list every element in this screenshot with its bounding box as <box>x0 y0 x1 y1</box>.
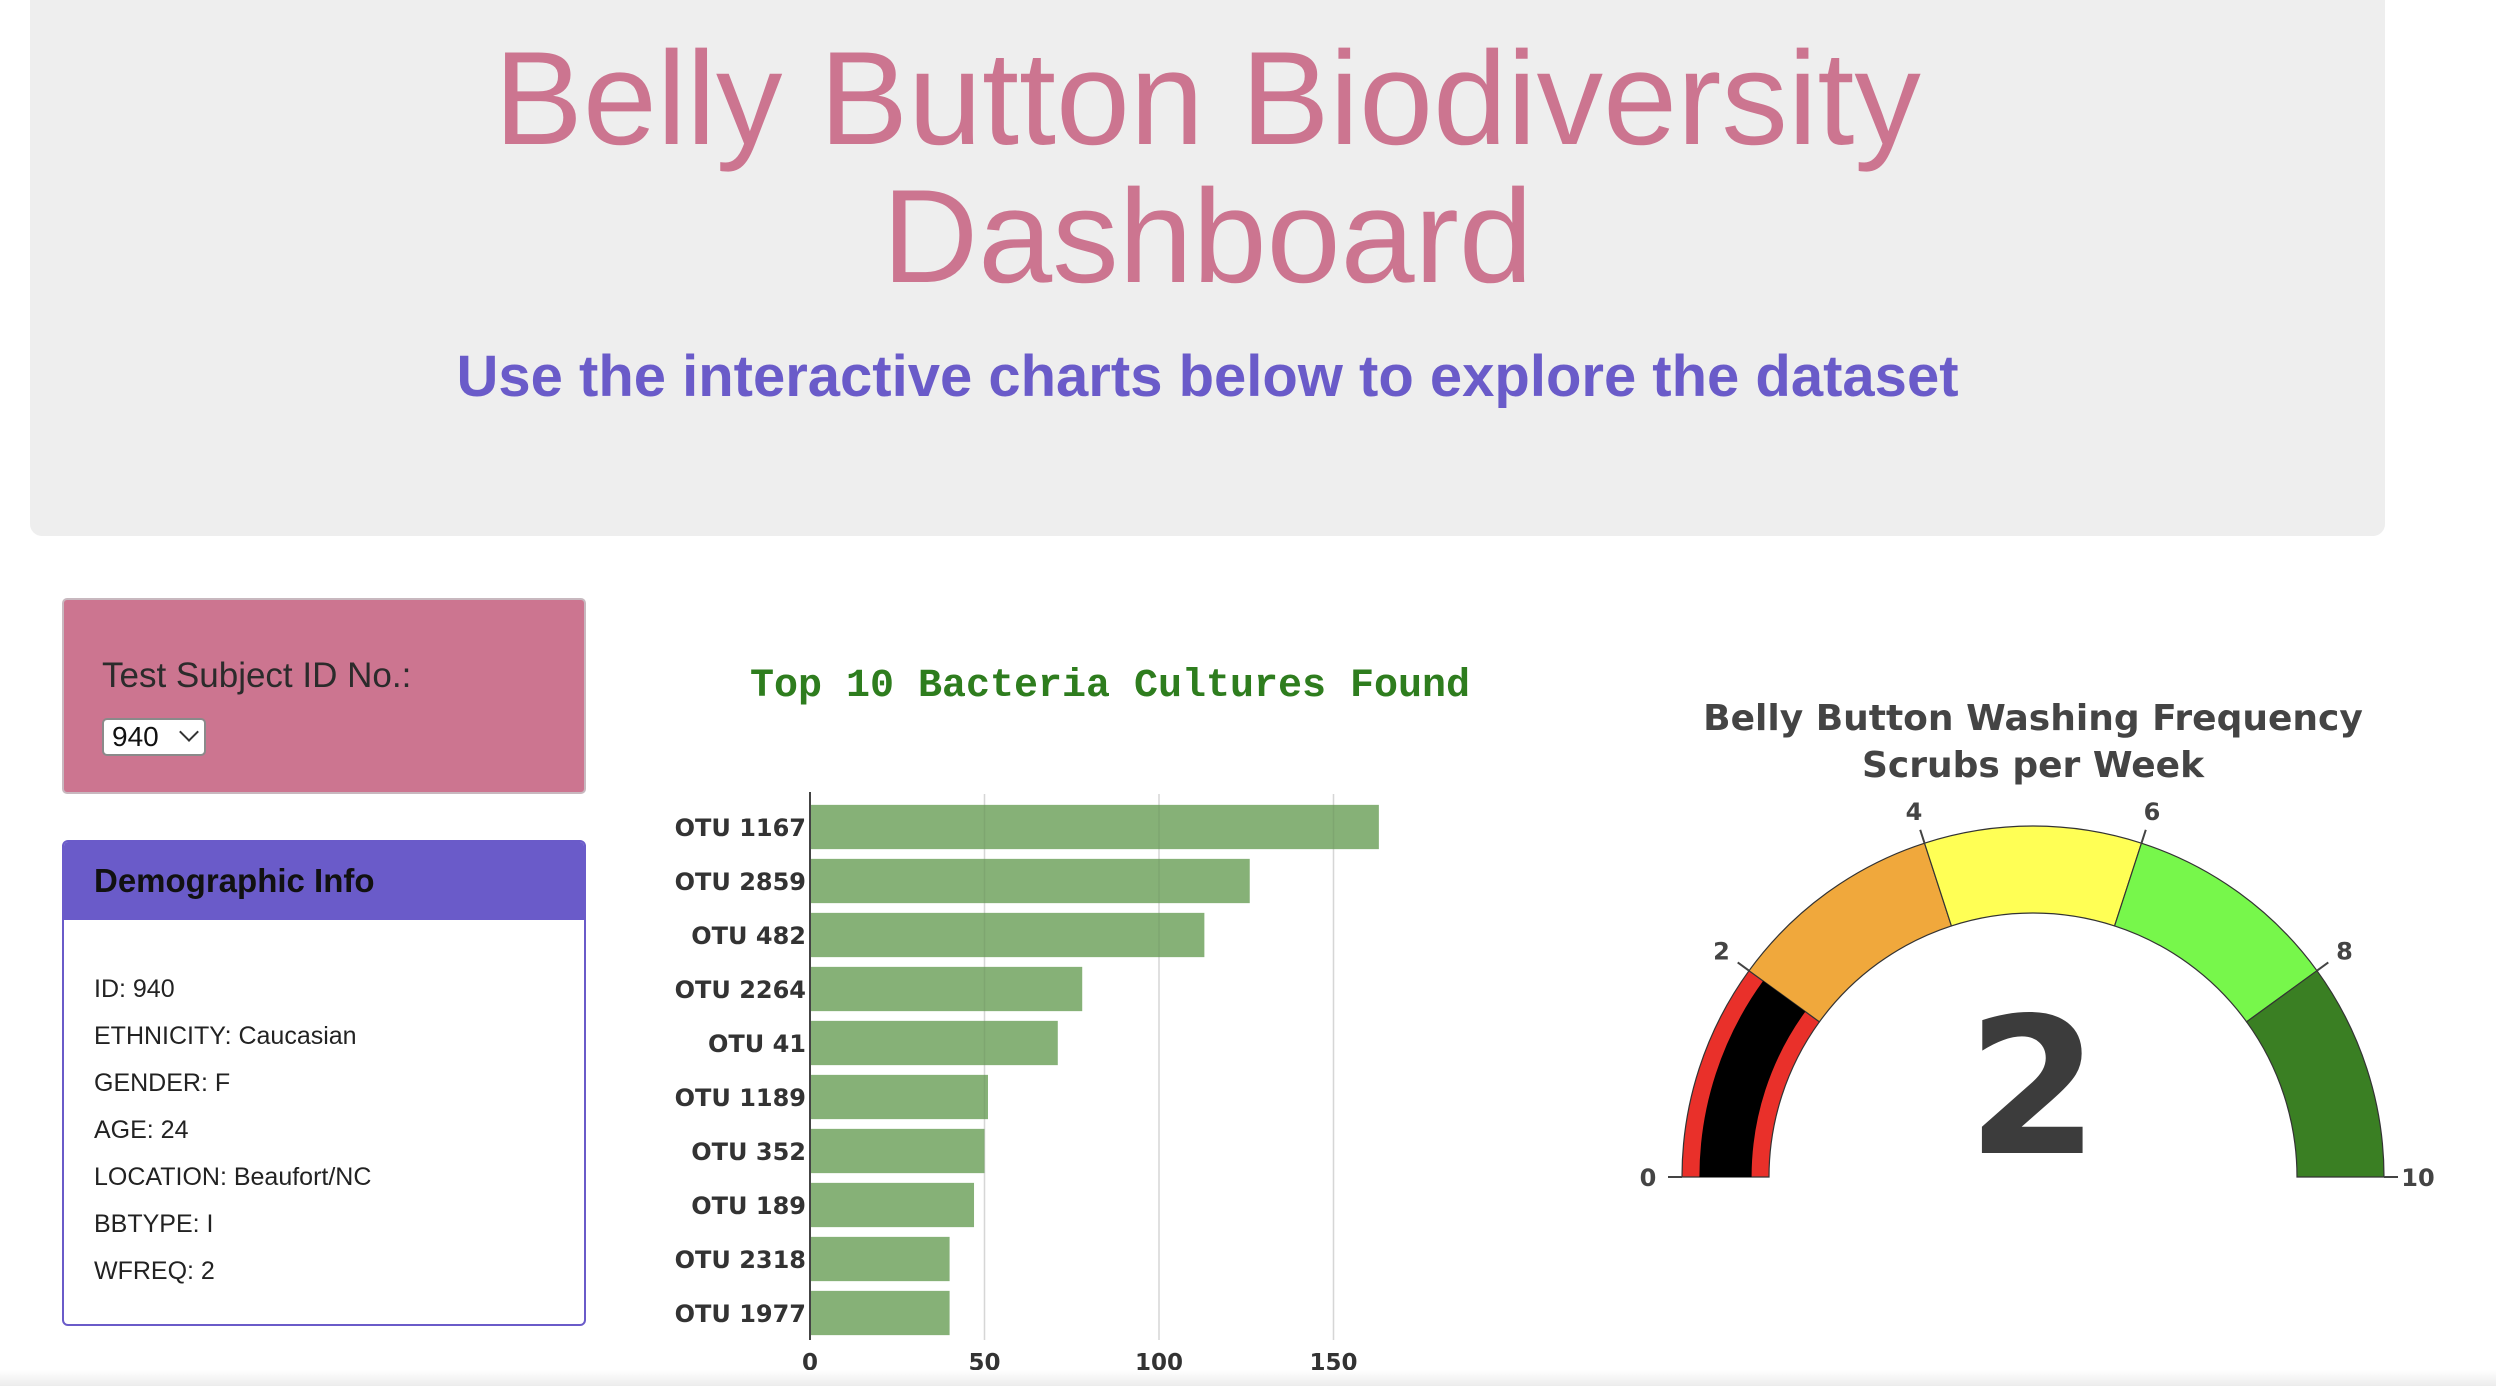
bar-chart-bar <box>810 966 1083 1012</box>
gauge-tick-label: 6 <box>2144 798 2161 826</box>
subject-selector-panel: Test Subject ID No.: 940 <box>62 598 586 794</box>
gauge-tick <box>2140 829 2147 844</box>
page-title-line2: Dashboard <box>882 163 1533 311</box>
header-jumbotron <box>30 0 2385 536</box>
demographic-item: ID: 940 <box>94 975 175 1003</box>
gauge-title-line1: Belly Button Washing Frequency <box>1703 698 2363 739</box>
gauge-tick-label: 2 <box>1713 938 1730 966</box>
demographic-item: LOCATION: Beaufort/NC <box>94 1163 372 1191</box>
subject-id-select[interactable]: 940 <box>102 718 206 756</box>
gauge-value-bar <box>1699 980 1806 1177</box>
demographic-info-heading: Demographic Info <box>64 842 584 920</box>
washing-frequency-gauge[interactable]: Belly Button Washing Frequency Scrubs per… <box>1600 680 2460 1240</box>
page-title: Belly Button Biodiversity Dashboard <box>0 30 2415 306</box>
page-subtitle: Use the interactive charts below to expl… <box>456 344 1959 409</box>
demographic-item: GENDER: F <box>94 1069 231 1097</box>
page-title-line1: Belly Button Biodiversity <box>494 25 1921 173</box>
gauge-tick-label: 0 <box>1640 1164 1657 1192</box>
bar-chart-bar <box>810 1128 985 1174</box>
bar-chart-category-label: OTU 482 <box>691 922 806 950</box>
gauge-title-line2: Scrubs per Week <box>1862 745 2205 786</box>
demographic-info-list: ID: 940 ETHNICITY: Caucasian GENDER: F A… <box>94 966 371 1295</box>
bar-chart-category-label: OTU 352 <box>691 1138 806 1166</box>
demographic-item: ETHNICITY: Caucasian <box>94 1022 357 1050</box>
bar-chart-bar <box>810 1074 988 1120</box>
bar-chart-bar <box>810 858 1250 904</box>
bar-chart-category-label: OTU 189 <box>691 1192 806 1220</box>
bar-chart-title: Top 10 Bacteria Cultures Found <box>750 664 1470 709</box>
gauge-step <box>1923 825 2143 927</box>
gauge-value-number: 2 <box>1967 977 2099 1198</box>
demographic-info-panel: Demographic Info ID: 940 ETHNICITY: Cauc… <box>62 840 586 1326</box>
gauge-tick <box>2316 961 2329 972</box>
bar-chart-category-label: OTU 41 <box>708 1030 806 1058</box>
bar-chart-bar <box>810 1236 950 1282</box>
bar-chart-category-label: OTU 2859 <box>675 868 806 896</box>
gauge-tick <box>1737 961 1750 972</box>
bar-chart-category-label: OTU 1189 <box>675 1084 806 1112</box>
subject-id-selected-value: 940 <box>112 721 159 752</box>
bar-chart-bar <box>810 1290 950 1336</box>
demographic-item: AGE: 24 <box>94 1116 189 1144</box>
bar-chart-bar <box>810 912 1205 958</box>
bar-chart-category-label: OTU 2264 <box>675 976 806 1004</box>
bar-chart-bar <box>810 804 1379 850</box>
page-bottom-shadow <box>0 1370 2496 1386</box>
bar-chart-category-label: OTU 1977 <box>675 1300 806 1328</box>
demographic-item: WFREQ: 2 <box>94 1257 215 1285</box>
bar-chart-category-label: OTU 2318 <box>675 1246 806 1274</box>
demographic-item: BBTYPE: I <box>94 1210 214 1238</box>
gauge-tick <box>1919 829 1926 844</box>
bar-chart-x-tick-label: 0 <box>802 1350 818 1376</box>
gauge-tick-label: 8 <box>2336 938 2353 966</box>
bar-chart-category-label: OTU 1167 <box>675 814 806 842</box>
subject-selector-label: Test Subject ID No.: <box>102 656 412 695</box>
gauge-tick-label: 10 <box>2401 1164 2434 1192</box>
bar-chart-bar <box>810 1020 1058 1066</box>
chevron-down-icon <box>179 722 199 742</box>
gauge-tick-label: 4 <box>1906 798 1923 826</box>
bar-chart-bar <box>810 1182 975 1228</box>
